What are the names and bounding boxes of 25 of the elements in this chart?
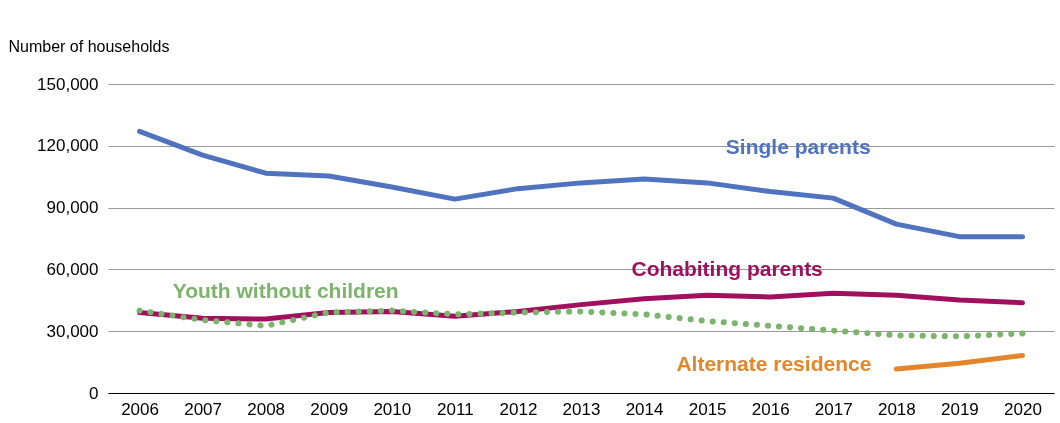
x-tick-label: 2017 xyxy=(814,399,853,419)
x-tick-label: 2013 xyxy=(562,399,601,419)
y-tick-label: 60,000 xyxy=(46,259,99,279)
y-tick-label: 150,000 xyxy=(37,74,99,94)
x-tick-label: 2007 xyxy=(184,399,223,419)
x-tick-label: 2016 xyxy=(751,399,790,419)
x-tick-label: 2019 xyxy=(940,399,979,419)
x-tick-label: 2018 xyxy=(877,399,916,419)
x-tick-label: 2011 xyxy=(437,399,474,419)
x-tick-label: 2008 xyxy=(247,399,286,419)
y-axis-title: Number of households xyxy=(8,37,170,55)
series-label: Cohabiting parents xyxy=(631,257,823,281)
x-tick-label: 2010 xyxy=(373,399,412,419)
x-tick-label: 2012 xyxy=(499,399,538,419)
x-tick-label: 2006 xyxy=(121,399,159,419)
y-tick-label: 90,000 xyxy=(46,198,99,218)
x-tick-label: 2020 xyxy=(1004,399,1042,419)
x-tick-label: 2014 xyxy=(625,399,664,419)
y-tick-label: 0 xyxy=(89,383,99,403)
y-tick-label: 30,000 xyxy=(46,321,99,341)
series-label: Youth without children xyxy=(172,278,399,302)
series-label: Alternate residence xyxy=(676,352,872,376)
x-tick-label: 2015 xyxy=(688,399,727,419)
y-tick-label: 120,000 xyxy=(37,136,99,156)
x-tick-label: 2009 xyxy=(310,399,349,419)
